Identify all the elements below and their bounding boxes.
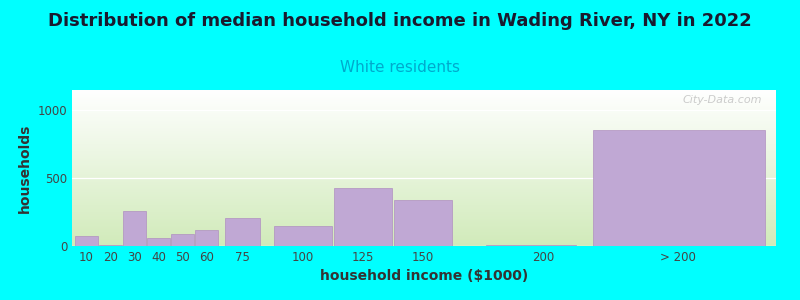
Bar [334, 188, 392, 246]
Bar [274, 226, 332, 246]
X-axis label: household income ($1000): household income ($1000) [320, 269, 528, 284]
Text: Distribution of median household income in Wading River, NY in 2022: Distribution of median household income … [48, 12, 752, 30]
Bar [75, 236, 98, 246]
Bar [593, 130, 765, 246]
Bar [171, 234, 194, 246]
Bar [99, 244, 122, 246]
Text: White residents: White residents [340, 60, 460, 75]
Bar [123, 212, 146, 246]
Bar [225, 218, 261, 246]
Y-axis label: households: households [18, 123, 32, 213]
Bar [486, 244, 576, 246]
Text: City-Data.com: City-Data.com [682, 95, 762, 105]
Bar [195, 230, 218, 246]
Bar [147, 238, 170, 246]
Bar [394, 200, 452, 246]
